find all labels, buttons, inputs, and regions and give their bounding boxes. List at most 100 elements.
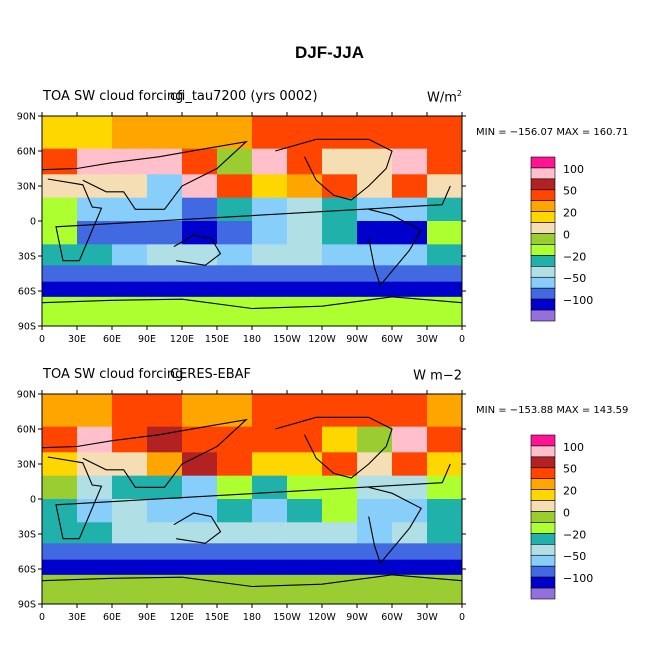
colorbar-swatch: [530, 489, 556, 501]
heatmap-cell: [357, 499, 393, 523]
heatmap-cell: [427, 559, 463, 576]
heatmap-cell: [77, 522, 113, 544]
heatmap-cell: [42, 559, 78, 576]
heatmap-cell: [147, 296, 183, 327]
heatmap-cell: [182, 174, 218, 199]
heatmap-cell: [42, 148, 78, 175]
colorbar-swatch: [530, 298, 556, 311]
heatmap-cell: [357, 281, 393, 298]
colorbar-swatch: [530, 434, 556, 447]
heatmap-cell: [182, 394, 218, 428]
colorbar-swatch: [530, 565, 556, 578]
lon-tick-label: 30W: [416, 612, 438, 623]
heatmap-cell: [287, 394, 323, 428]
coastlines: [41, 416, 463, 588]
heatmap-cell: [42, 394, 78, 428]
lat-tick-label: 90N: [17, 390, 36, 401]
colorbar-label: −50: [563, 550, 586, 563]
lon-tick-label: 150W: [273, 334, 301, 345]
lat-tick-label: 90S: [18, 322, 36, 333]
heatmap-cell: [112, 244, 148, 266]
heatmap-cell: [392, 296, 428, 327]
heatmap-cell: [322, 265, 358, 283]
heatmap-cell: [217, 475, 253, 500]
lat-tick-label: 0: [30, 495, 36, 506]
heatmap-cell: [77, 265, 113, 283]
heatmap-cell: [392, 281, 428, 298]
heatmap-cell: [357, 116, 393, 150]
lon-tick-label: 120E: [170, 612, 194, 623]
units-text: W/m: [427, 90, 457, 106]
heatmap-cell: [392, 574, 428, 605]
heatmap-cell: [322, 559, 358, 576]
heatmap-cell: [357, 197, 393, 222]
heatmap-cell: [392, 499, 428, 523]
heatmap-cell: [42, 543, 78, 561]
heatmap-cell: [392, 197, 428, 222]
heatmap-cell: [112, 452, 148, 477]
heatmap-cell: [77, 394, 113, 428]
lon-tick-label: 150W: [273, 612, 301, 623]
lon-tick-label: 30W: [416, 334, 438, 345]
lat-tick-label: 30N: [17, 182, 36, 193]
heatmap-cell: [77, 221, 113, 245]
heatmap-cell: [217, 174, 253, 199]
heatmap-cell: [357, 452, 393, 477]
units-superscript: 2: [456, 89, 462, 98]
colorbar-swatch: [530, 276, 556, 289]
coastline-path: [368, 208, 422, 287]
heatmap-cell: [252, 452, 288, 477]
lon-tick-label: 90W: [346, 612, 368, 623]
lat-tick-label: 90S: [18, 600, 36, 611]
colorbar-label: −20: [563, 528, 586, 541]
heatmap-cell: [182, 148, 218, 175]
heatmap-cell: [287, 296, 323, 327]
colorbar-swatch: [530, 156, 556, 169]
lon-tick-label: 180: [243, 612, 261, 623]
heatmap-cell: [427, 499, 463, 523]
heatmap-cell: [217, 499, 253, 523]
colorbar-label: 50: [563, 463, 577, 476]
heatmap-cell: [427, 475, 463, 500]
heatmap-cell: [357, 475, 393, 500]
lat-tick-label: 90N: [17, 112, 36, 123]
heatmap-cell: [392, 244, 428, 266]
heatmap-cell: [42, 281, 78, 298]
heatmap-cell: [147, 574, 183, 605]
heatmap-cell: [322, 244, 358, 266]
heatmap-cell: [287, 522, 323, 544]
lon-tick-label: 150E: [205, 334, 229, 345]
heatmap-cell: [322, 475, 358, 500]
heatmap-cell: [322, 426, 358, 453]
heatmap-cell: [252, 574, 288, 605]
panel-center-title: cfi_tau7200 (yrs 0002): [170, 89, 318, 104]
panel-units: W/m2: [427, 89, 462, 105]
colorbar-label: −50: [563, 272, 586, 285]
heatmap-cell: [217, 197, 253, 222]
colorbar-swatch: [530, 511, 556, 523]
colorbar-swatch: [530, 445, 556, 458]
heatmap-cell: [217, 543, 253, 561]
heatmap-cell: [112, 296, 148, 327]
heatmap-cell: [287, 221, 323, 245]
heatmap-cell: [392, 426, 428, 453]
colorbar-swatch: [530, 255, 556, 267]
heatmap-cell: [392, 148, 428, 175]
colorbar-swatch: [530, 222, 556, 234]
heatmap-cell: [252, 296, 288, 327]
heatmap-cell: [112, 281, 148, 298]
heatmap-cell: [322, 296, 358, 327]
heatmap-cell: [322, 574, 358, 605]
heatmap-cell: [287, 174, 323, 199]
heatmap-cell: [182, 499, 218, 523]
colorbar-swatch: [530, 178, 556, 191]
heatmap-cell: [322, 281, 358, 298]
heatmap-cell: [392, 522, 428, 544]
heatmap-cell: [77, 426, 113, 453]
heatmap-cell: [252, 475, 288, 500]
heatmap-cell: [182, 475, 218, 500]
colorbar-swatch: [530, 200, 556, 212]
heatmap-cell: [217, 148, 253, 175]
heatmap-cell: [357, 296, 393, 327]
